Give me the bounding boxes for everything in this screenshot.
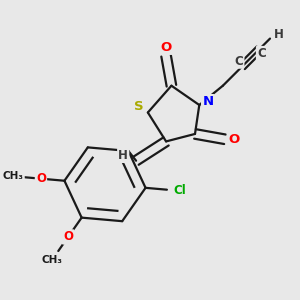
- Text: Cl: Cl: [173, 184, 186, 197]
- Text: O: O: [63, 230, 73, 243]
- Text: O: O: [228, 133, 239, 146]
- Text: H: H: [274, 28, 284, 41]
- Text: C: C: [235, 55, 243, 68]
- Text: CH₃: CH₃: [42, 255, 63, 265]
- Text: C: C: [257, 47, 266, 60]
- Text: O: O: [160, 40, 172, 54]
- Text: N: N: [202, 95, 213, 108]
- Text: O: O: [36, 172, 46, 185]
- Text: S: S: [134, 100, 144, 112]
- Text: CH₃: CH₃: [3, 171, 24, 181]
- Text: H: H: [118, 149, 128, 162]
